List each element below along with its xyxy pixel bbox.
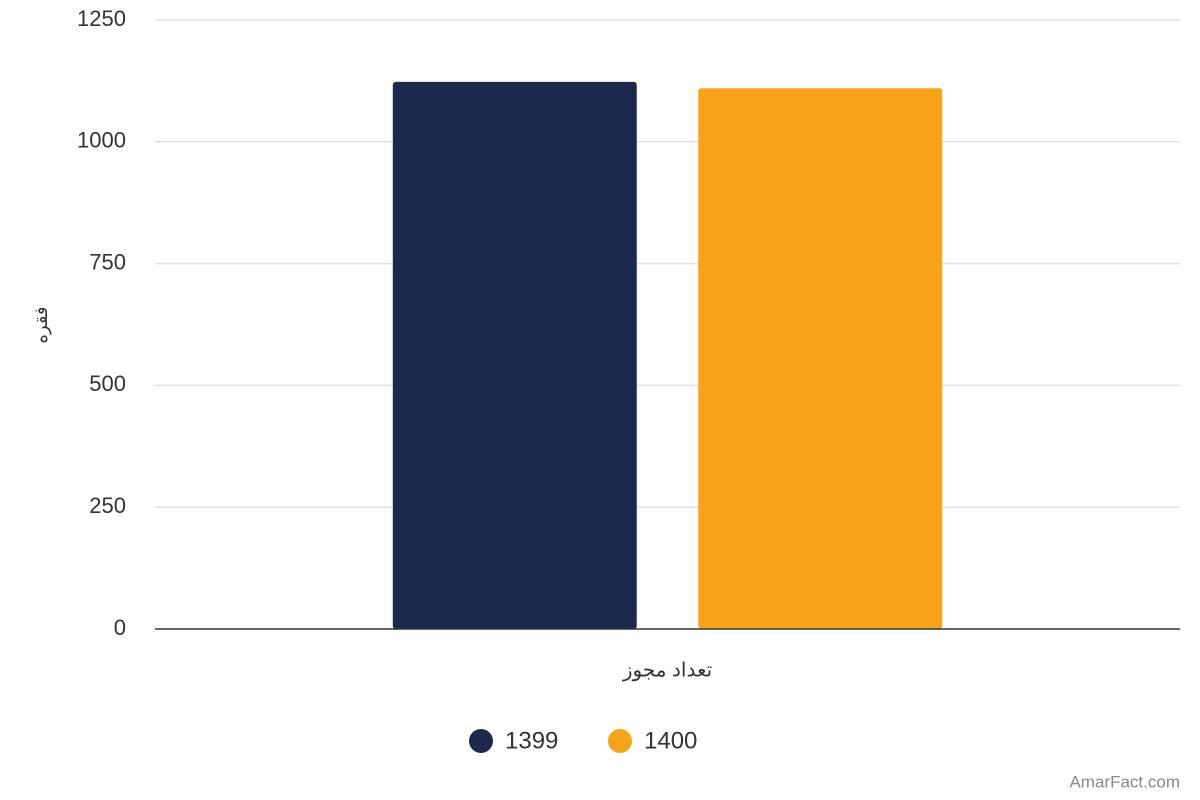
bar	[698, 88, 943, 629]
legend-marker	[469, 729, 493, 753]
legend-label: 1399	[505, 727, 558, 754]
y-tick-label: 750	[89, 249, 126, 274]
y-axis-label: فقره	[31, 306, 52, 343]
x-tick-label: تعداد مجوز	[622, 659, 712, 681]
legend-label: 1400	[644, 727, 697, 754]
y-tick-label: 1000	[77, 128, 126, 153]
y-tick-label: 0	[114, 615, 126, 640]
y-tick-label: 500	[89, 371, 126, 396]
source: AmarFact.com	[1069, 772, 1180, 791]
y-tick-label: 250	[89, 493, 126, 518]
legend-marker	[608, 729, 632, 753]
y-tick-label: 1250	[77, 6, 126, 31]
bar	[392, 81, 637, 630]
